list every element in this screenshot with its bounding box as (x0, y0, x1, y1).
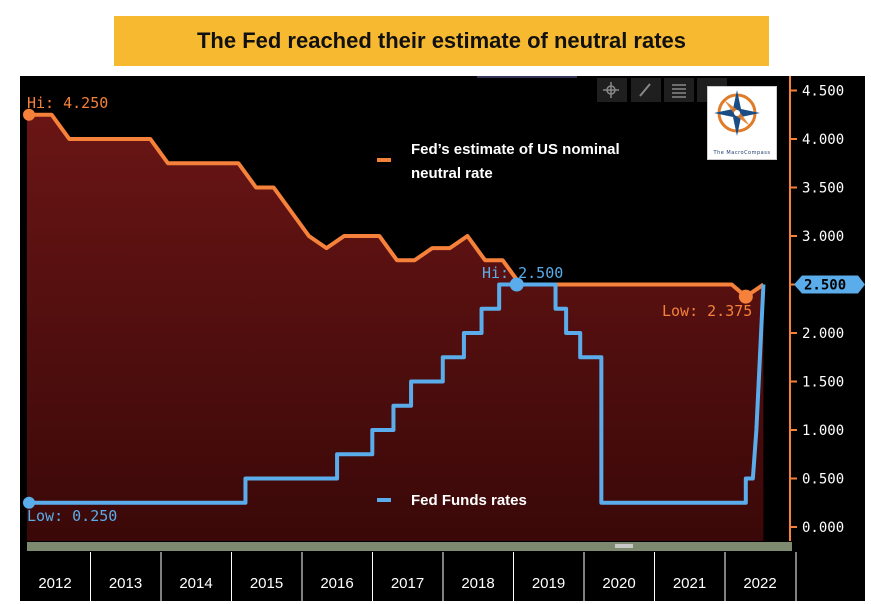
neutral-hi-marker (23, 108, 35, 121)
y-tick-label: 0.500 (802, 472, 844, 488)
neutral-low-label: Low: 2.375 (662, 302, 752, 320)
crosshair-lines (603, 82, 619, 98)
legend-neutral-label: Fed’s estimate of US nominal neutral rate (411, 141, 620, 182)
compass-icon (714, 90, 760, 136)
y-tick-label: 3.500 (802, 181, 844, 197)
x-tick-label: 2022 (743, 575, 776, 592)
x-tick-label: 2019 (532, 575, 565, 592)
x-tick-label: 2018 (461, 575, 494, 592)
last-value-label: 2.500 (804, 278, 846, 294)
list-icon-bg (664, 78, 694, 102)
x-tick-label: 2015 (250, 575, 283, 592)
fed-funds-line (27, 282, 766, 505)
y-tick-label: 1.500 (802, 375, 844, 391)
neutral-low-marker (738, 289, 753, 304)
chart-title: The Fed reached their estimate of neutra… (196, 28, 687, 53)
ffr-hi-label: Hi: 2.500 (482, 264, 563, 282)
y-tick-label: 0.000 (802, 520, 844, 536)
chart-svg: 0.000 0.500 1.000 1.500 2.000 2.500 3.000 3.500… (23, 76, 865, 601)
macrocompass-logo: The MacroCompass (707, 86, 777, 160)
top-tab-indicator (477, 76, 577, 78)
last-value-tag (794, 275, 865, 294)
x-tick-label: 2012 (38, 575, 71, 592)
scrollbar-handle (615, 544, 633, 548)
pencil-icon (639, 83, 651, 97)
legend-ffr-label: Fed Funds rates (411, 492, 527, 509)
y-tick-label: 3.000 (802, 229, 844, 245)
chart-panel: 0.000 0.500 1.000 1.500 2.000 2.500 3.000 3.500… (20, 76, 865, 601)
neutral-rate-line (27, 112, 765, 299)
ffr-low-label: Low: 0.250 (27, 507, 117, 525)
x-tick-label: 2014 (179, 575, 212, 592)
y-tick-label: 4.500 (802, 84, 844, 100)
x-tick-label: 2016 (320, 575, 353, 592)
time-scrollbar (27, 542, 792, 551)
x-tick-label: 2020 (602, 575, 635, 592)
neutral-rate-area (27, 114, 764, 541)
chart-title-banner: The Fed reached their estimate of neutra… (114, 16, 769, 66)
y-tick-label: 2.000 (802, 326, 844, 342)
x-tick-label: 2013 (109, 575, 142, 592)
x-tick-label: 2017 (391, 575, 424, 592)
neutral-hi-label: Hi: 4.250 (27, 94, 108, 112)
logo-label: The MacroCompass (713, 150, 771, 156)
y-tick-label: 4.000 (802, 132, 844, 148)
ffr-low-marker (23, 496, 35, 509)
list-icon (672, 84, 686, 98)
x-tick-label: 2021 (673, 575, 706, 592)
ffr-hi-marker (509, 277, 524, 292)
y-tick-label: 1.000 (802, 423, 844, 439)
